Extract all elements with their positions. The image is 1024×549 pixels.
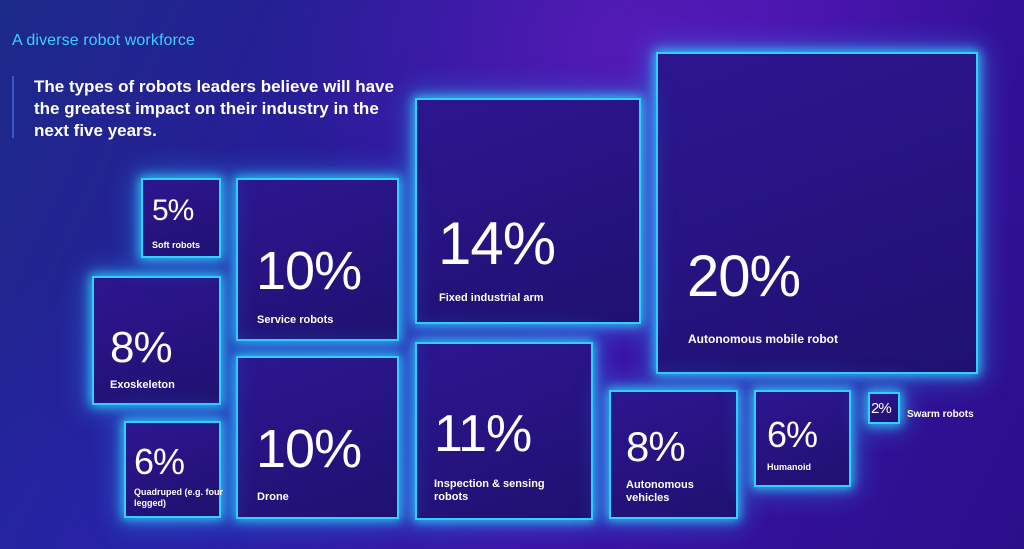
tile-inspection [415, 342, 593, 520]
value-label-service: 10% [256, 241, 362, 301]
tile-av [609, 390, 738, 519]
value-label-drone: 10% [256, 419, 362, 479]
category-label-exo: Exoskeleton [110, 379, 175, 391]
value-label-quadruped: 6% [134, 441, 185, 482]
chart-headline: The types of robots leaders believe will… [34, 77, 394, 140]
category-label-inspection: Inspection & sensing robots [434, 478, 545, 503]
category-label-drone: Drone [257, 491, 289, 503]
category-label-amr: Autonomous mobile robot [688, 332, 838, 346]
category-label-soft: Soft robots [152, 240, 200, 250]
category-label-arm: Fixed industrial arm [439, 292, 544, 304]
headline-accent-bar [12, 76, 14, 138]
tile-amr [656, 52, 978, 374]
tile-service [236, 178, 399, 341]
category-label-av: Autonomous vehicles [626, 479, 694, 504]
value-label-arm: 14% [438, 210, 556, 277]
value-label-av: 8% [626, 423, 686, 470]
value-label-soft: 5% [152, 194, 194, 227]
value-label-humanoid: 6% [767, 414, 818, 455]
tile-humanoid [754, 390, 851, 487]
value-label-exo: 8% [110, 323, 173, 372]
tile-exo [92, 276, 221, 405]
tile-arm [415, 98, 641, 324]
tile-quadruped [124, 421, 221, 518]
category-label-swarm: Swarm robots [907, 409, 974, 420]
value-label-swarm: 2% [871, 400, 892, 417]
chart-subtitle: A diverse robot workforce [12, 32, 196, 49]
value-label-inspection: 11% [434, 405, 532, 463]
tile-soft [141, 178, 221, 258]
category-label-quadruped: Quadruped (e.g. four legged) [134, 487, 223, 508]
category-label-humanoid: Humanoid [767, 462, 811, 472]
tile-drone [236, 356, 399, 519]
value-label-amr: 20% [687, 244, 801, 309]
category-label-service: Service robots [257, 314, 334, 326]
tile-swarm [868, 392, 900, 424]
